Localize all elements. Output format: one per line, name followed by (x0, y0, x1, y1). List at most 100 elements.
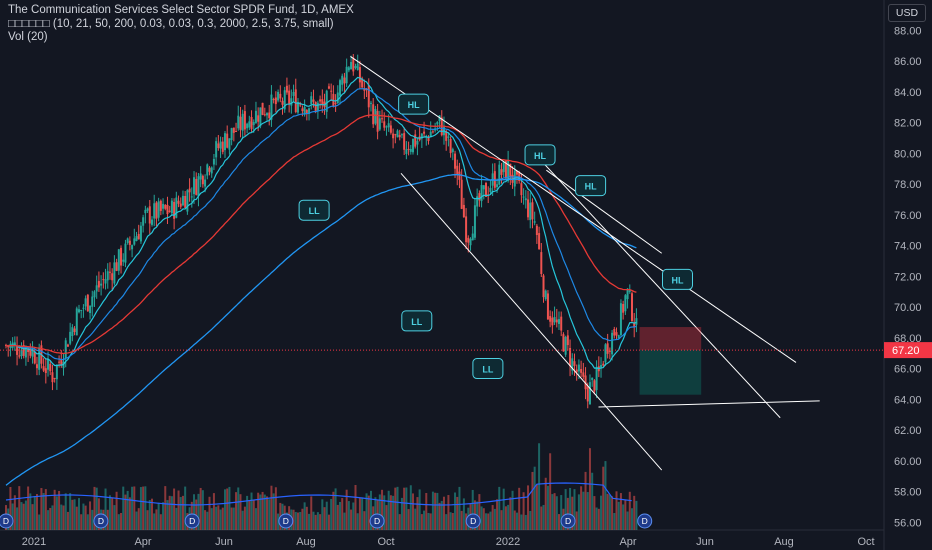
trendline[interactable] (546, 169, 662, 254)
candle-body[interactable] (356, 63, 359, 70)
candle-body[interactable] (314, 101, 317, 112)
candle-body[interactable] (241, 113, 244, 131)
candle-body[interactable] (13, 342, 16, 346)
candle-body[interactable] (38, 348, 41, 370)
candle-body[interactable] (500, 169, 503, 175)
candle-body[interactable] (633, 323, 636, 327)
candle-body[interactable] (325, 90, 328, 112)
candle-body[interactable] (237, 115, 240, 129)
candle-body[interactable] (343, 77, 346, 84)
candle-body[interactable] (454, 153, 457, 169)
candle-body[interactable] (266, 113, 269, 116)
trendline[interactable] (400, 172, 663, 471)
candle-body[interactable] (327, 86, 330, 89)
candle-body[interactable] (358, 67, 361, 83)
candle-body[interactable] (47, 359, 50, 370)
candle-body[interactable] (226, 133, 229, 148)
candle-body[interactable] (115, 262, 118, 271)
candle-body[interactable] (527, 199, 530, 218)
candle-body[interactable] (482, 185, 485, 190)
candle-body[interactable] (181, 195, 184, 206)
candle-body[interactable] (540, 252, 543, 274)
candle-body[interactable] (367, 85, 370, 108)
candle-body[interactable] (588, 382, 591, 405)
candle-body[interactable] (199, 173, 202, 180)
candle-body[interactable] (49, 363, 52, 372)
candle-body[interactable] (296, 102, 299, 113)
candle-body[interactable] (259, 107, 262, 127)
candle-body[interactable] (35, 364, 38, 369)
candle-body[interactable] (496, 184, 499, 188)
candle-body[interactable] (135, 236, 138, 241)
candle-body[interactable] (436, 122, 439, 125)
candle-body[interactable] (75, 308, 78, 336)
candle-body[interactable] (502, 161, 505, 173)
candle-body[interactable] (279, 93, 282, 99)
candle-body[interactable] (100, 283, 103, 286)
candle-body[interactable] (133, 238, 136, 245)
candle-body[interactable] (462, 204, 465, 218)
candle-body[interactable] (230, 128, 233, 140)
candle-body[interactable] (113, 262, 116, 284)
candle-body[interactable] (438, 115, 441, 122)
candle-body[interactable] (321, 99, 324, 106)
position-target-zone[interactable] (639, 350, 702, 395)
candle-body[interactable] (157, 201, 160, 218)
candle-body[interactable] (447, 136, 450, 138)
candle-body[interactable] (104, 279, 107, 284)
candle-body[interactable] (403, 133, 406, 150)
candle-body[interactable] (285, 85, 288, 93)
candle-body[interactable] (316, 102, 319, 111)
candle-body[interactable] (77, 309, 80, 313)
candle-body[interactable] (184, 195, 187, 208)
candle-body[interactable] (407, 148, 410, 150)
dividend-marker[interactable] (184, 513, 200, 529)
candle-body[interactable] (292, 92, 295, 96)
candle-body[interactable] (586, 386, 589, 402)
candle-body[interactable] (369, 102, 372, 104)
candle-body[interactable] (212, 158, 215, 165)
candle-body[interactable] (420, 133, 423, 139)
candle-body[interactable] (18, 355, 21, 357)
candle-body[interactable] (252, 121, 255, 126)
candle-body[interactable] (248, 121, 251, 128)
candle-body[interactable] (210, 167, 213, 174)
candle-body[interactable] (319, 99, 322, 102)
candle-body[interactable] (387, 123, 390, 128)
candle-body[interactable] (272, 99, 275, 101)
candle-body[interactable] (232, 127, 235, 133)
candle-body[interactable] (270, 94, 273, 120)
candle-body[interactable] (179, 203, 182, 207)
candle-body[interactable] (542, 275, 545, 298)
candle-body[interactable] (27, 348, 30, 353)
candle-body[interactable] (533, 221, 536, 223)
candle-body[interactable] (553, 316, 556, 323)
candle-body[interactable] (558, 319, 560, 324)
candle-body[interactable] (102, 279, 105, 281)
candle-body[interactable] (595, 366, 598, 391)
candle-body[interactable] (281, 100, 284, 105)
candle-body[interactable] (215, 141, 218, 158)
candle-body[interactable] (480, 185, 483, 202)
candle-body[interactable] (117, 249, 120, 271)
candle-body[interactable] (261, 102, 264, 115)
candle-body[interactable] (239, 116, 242, 130)
candle-body[interactable] (630, 293, 633, 322)
candle-body[interactable] (71, 327, 74, 337)
candle-body[interactable] (58, 361, 61, 363)
candle-body[interactable] (195, 178, 198, 195)
candle-body[interactable] (498, 164, 501, 185)
dividend-marker[interactable] (465, 513, 481, 529)
candle-body[interactable] (608, 350, 611, 352)
candle-body[interactable] (535, 225, 538, 236)
candle-body[interactable] (350, 61, 353, 70)
candle-body[interactable] (66, 344, 69, 347)
candle-body[interactable] (175, 197, 178, 218)
candle-body[interactable] (330, 90, 333, 92)
candle-body[interactable] (562, 334, 565, 352)
candle-body[interactable] (522, 196, 525, 198)
dividend-marker[interactable] (278, 513, 294, 529)
candle-body[interactable] (142, 217, 145, 226)
